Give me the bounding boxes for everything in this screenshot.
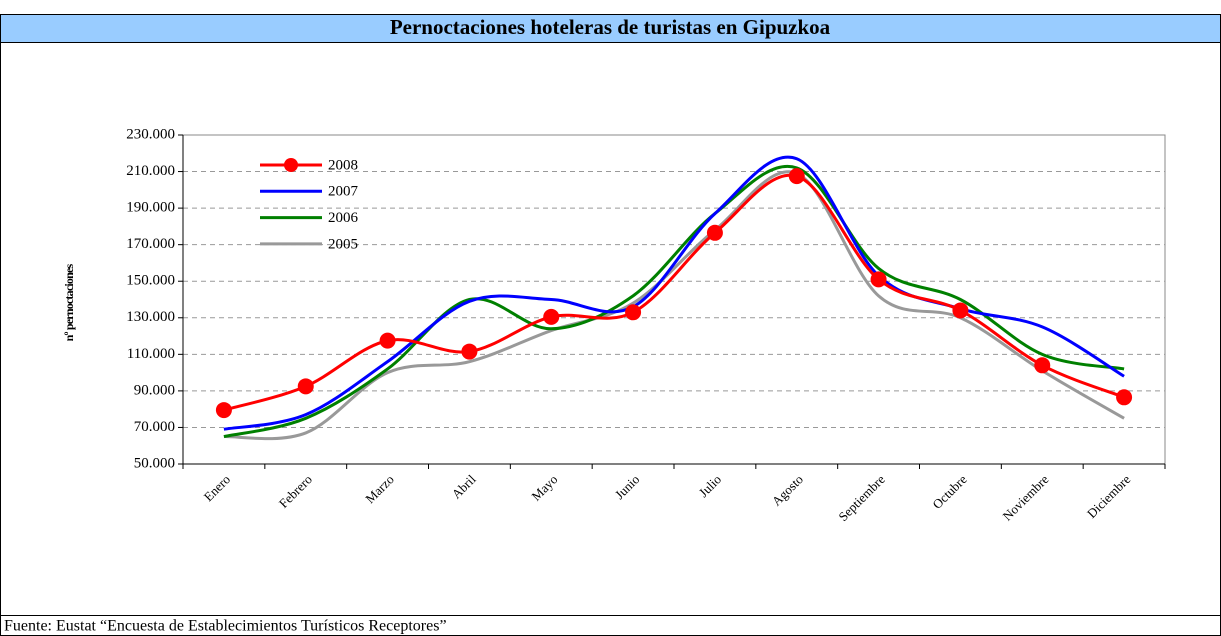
y-tick-label: 110.000 [127, 346, 175, 362]
y-tick-label: 170.000 [126, 236, 175, 252]
legend-label: 2006 [328, 210, 359, 226]
y-tick-label: 230.000 [126, 126, 175, 142]
data-point [543, 308, 560, 325]
y-tick-label: 90.000 [134, 382, 175, 398]
x-tick-label: Mayo [528, 472, 560, 504]
data-point [870, 271, 887, 288]
x-tick-label: Enero [201, 472, 234, 505]
data-point [461, 343, 478, 360]
data-point [706, 224, 723, 241]
x-tick-label: Diciembre [1084, 471, 1134, 521]
x-tick-label: Septiembre [835, 471, 888, 524]
x-tick-label: Noviembre [1000, 471, 1052, 523]
data-point [379, 332, 396, 349]
data-point [788, 168, 805, 185]
y-tick-label: 70.000 [134, 419, 175, 435]
data-point [297, 378, 314, 395]
series-line [223, 164, 1125, 439]
data-point [1034, 357, 1051, 374]
x-tick-label: Agosto [769, 472, 806, 509]
x-tick-label: Abril [449, 471, 479, 501]
data-point [625, 304, 642, 321]
chart-title: Pernoctaciones hoteleras de turistas en … [390, 15, 831, 39]
y-tick-label: 210.000 [126, 163, 175, 179]
data-point [215, 402, 232, 419]
plot-area [182, 134, 1166, 465]
data-point [1116, 389, 1133, 406]
legend-label: 2007 [328, 184, 359, 200]
legend-label: 2005 [328, 236, 358, 252]
x-tick-label: Marzo [362, 472, 397, 507]
y-tick-label: 150.000 [126, 273, 175, 289]
y-axis-label: nº pernoctaciones [62, 264, 76, 342]
title-bar [0, 14, 1221, 43]
x-tick-label: Octubre [929, 471, 969, 511]
y-tick-label: 190.000 [126, 200, 175, 216]
legend-label: 2008 [328, 157, 358, 173]
x-tick-label: Julio [696, 472, 724, 500]
source: Fuente: Eustat “Encuesta de Establecimie… [4, 618, 447, 635]
y-tick-label: 50.000 [134, 455, 175, 471]
x-tick-label: Febrero [276, 472, 315, 511]
data-point [952, 302, 969, 319]
y-tick-label: 130.000 [126, 309, 175, 325]
legend-marker [284, 158, 298, 172]
x-tick-label: Junio [612, 472, 643, 503]
